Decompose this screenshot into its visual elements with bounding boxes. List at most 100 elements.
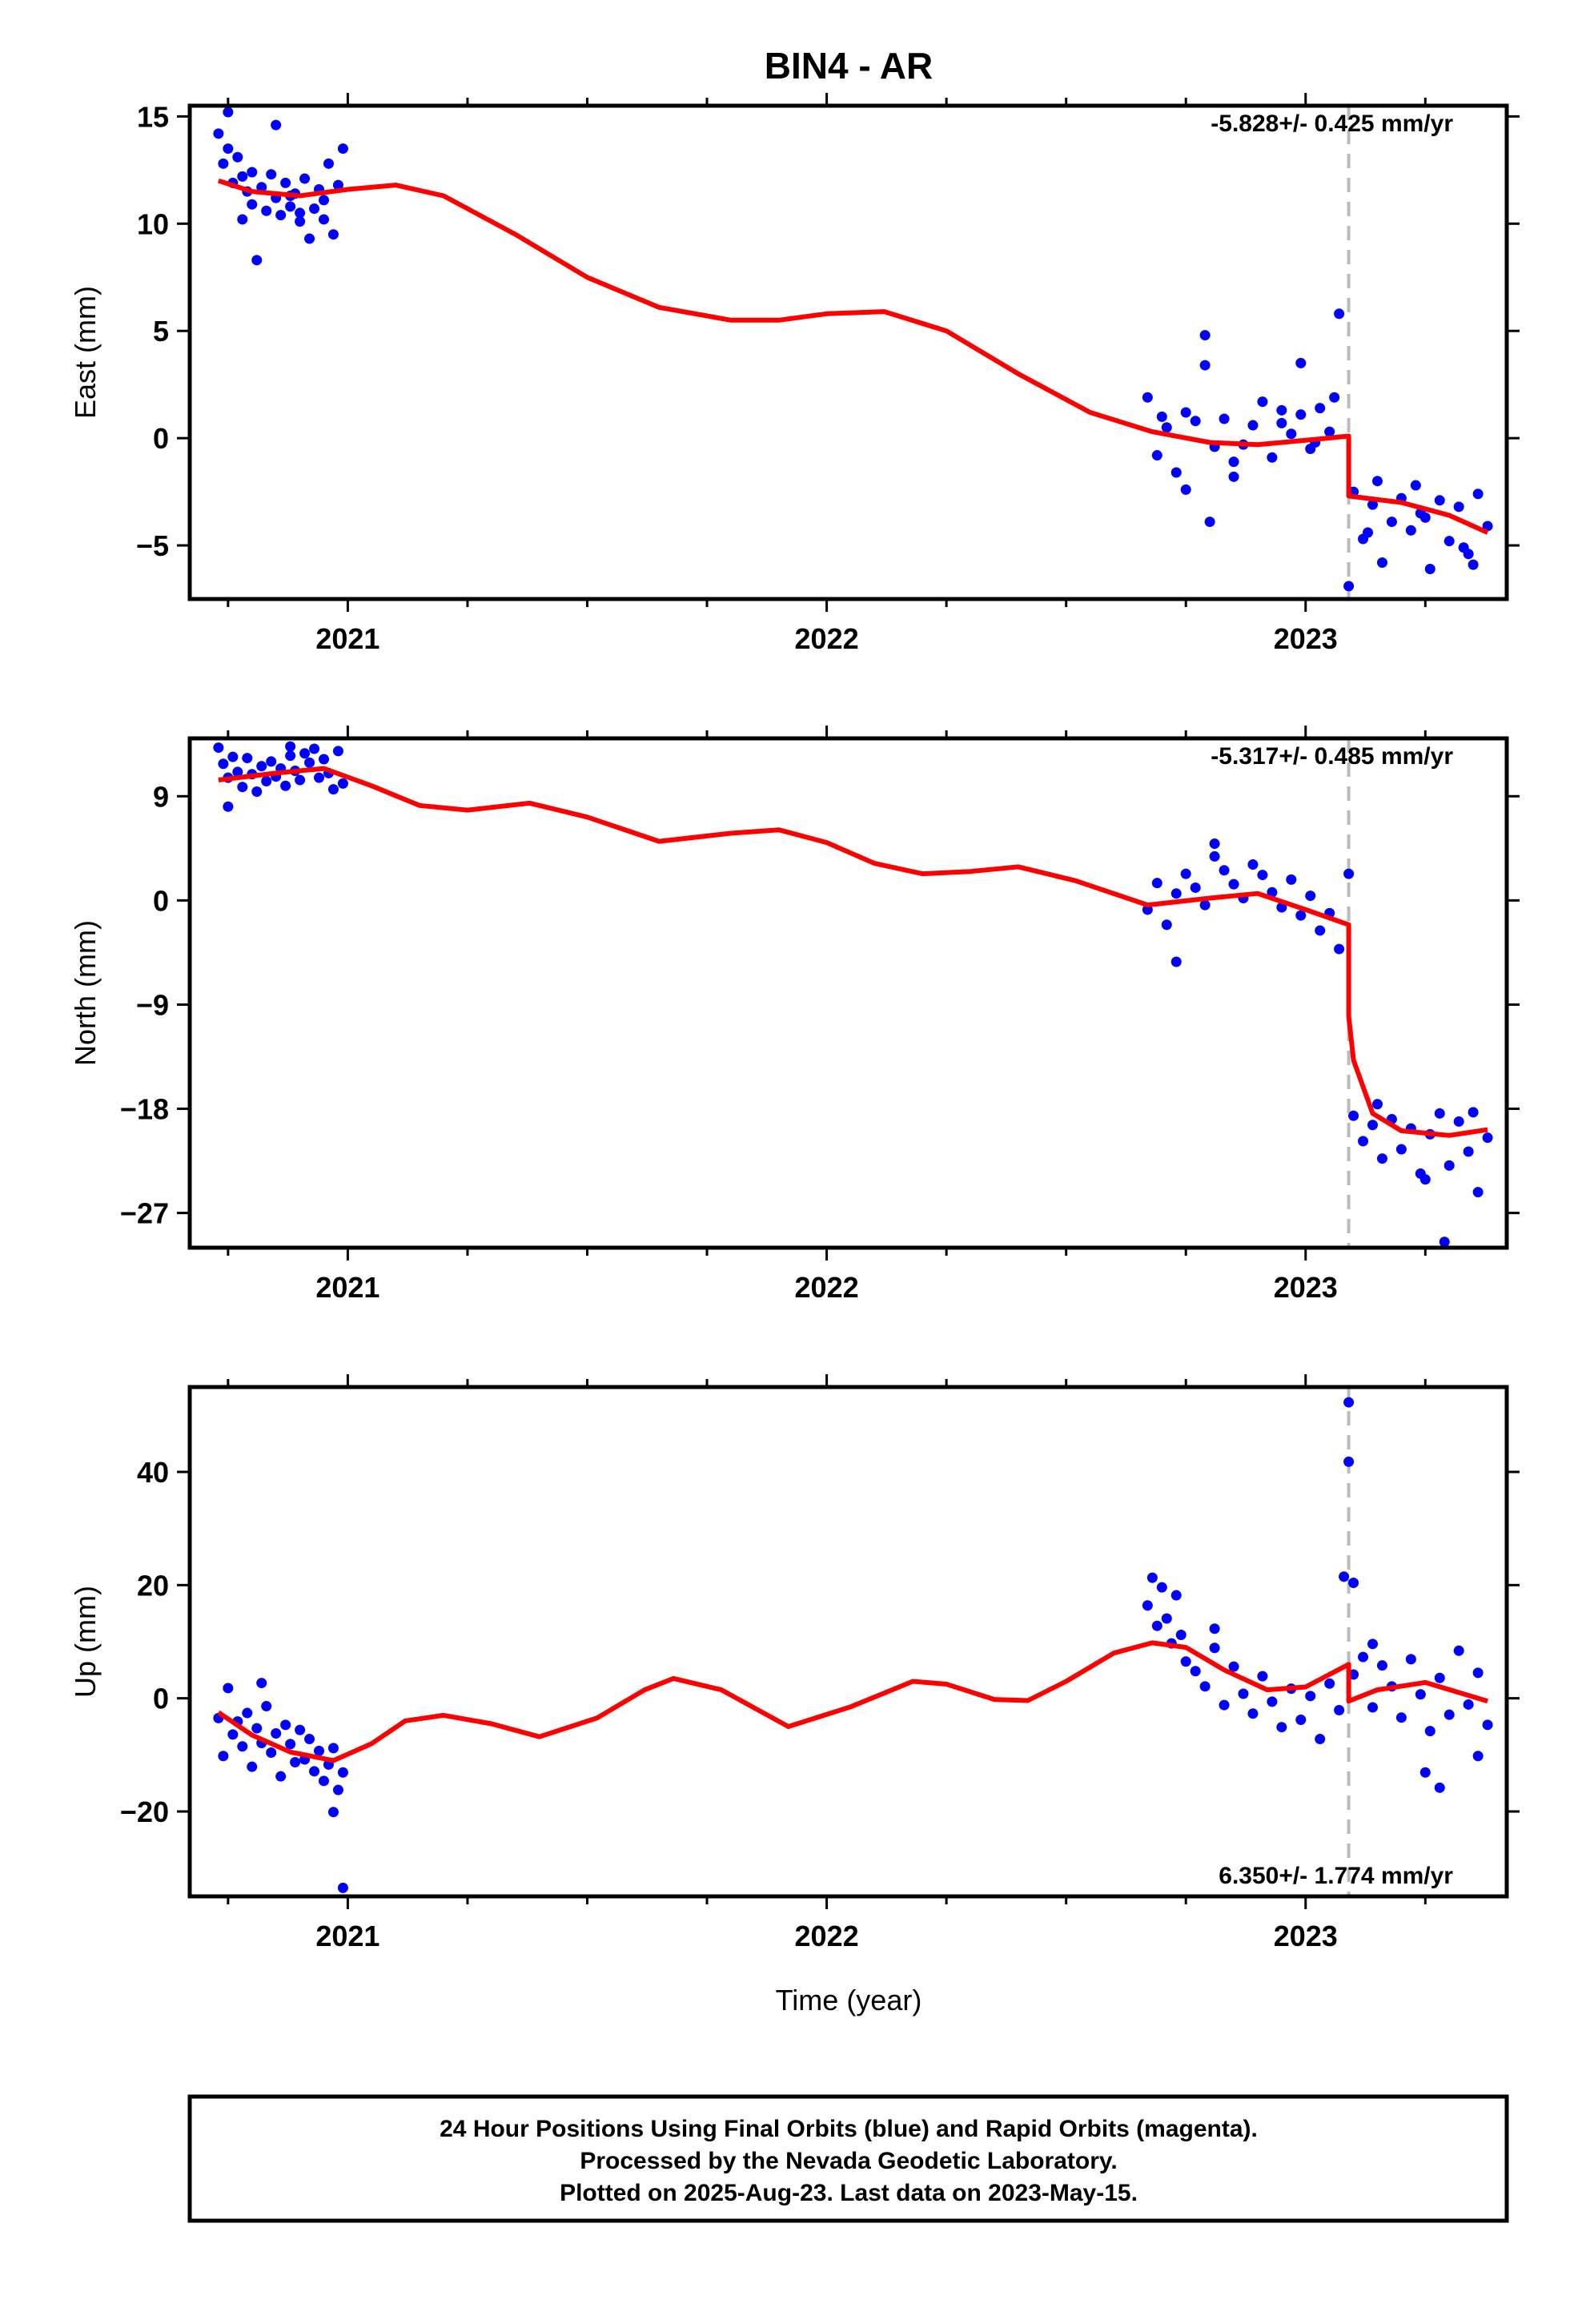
data-point (1219, 1699, 1230, 1711)
x-tick-label: 2023 (1274, 622, 1338, 655)
data-point (1472, 489, 1484, 500)
data-point (256, 761, 267, 772)
data-point (1295, 910, 1307, 921)
data-point (1343, 581, 1355, 592)
data-point (327, 784, 339, 795)
data-point (1228, 471, 1239, 482)
data-point (1324, 1678, 1335, 1689)
data-point (295, 216, 306, 227)
data-point (309, 743, 320, 754)
panel-2: 2021 2022 2023 −27 −18 −9 0 9 North (mm) -5.317+/… (69, 726, 1520, 1304)
data-point (266, 756, 277, 767)
data-point (1472, 1751, 1484, 1762)
data-point (1482, 1132, 1493, 1144)
data-point (1276, 1722, 1287, 1733)
data-point (1247, 859, 1259, 870)
data-point (237, 782, 248, 793)
data-point (1472, 1187, 1484, 1198)
y-axis-label: Up (mm) (69, 1586, 102, 1698)
data-point (1199, 899, 1211, 911)
data-point (1463, 1699, 1474, 1710)
footer-line-2: Processed by the Nevada Geodetic Laborat… (580, 2148, 1117, 2174)
model-line (217, 178, 1489, 535)
y-tick-label: 0 (153, 422, 169, 455)
data-point (1453, 1645, 1464, 1656)
data-point (1367, 1120, 1379, 1131)
rate-label: 6.350+/- 1.774 mm/yr (1219, 1863, 1453, 1889)
data-point (227, 751, 239, 762)
data-point (223, 801, 234, 812)
data-point (318, 214, 329, 225)
data-point (232, 766, 243, 778)
data-point (1463, 1146, 1474, 1157)
x-tick-label: 2023 (1274, 1920, 1338, 1952)
data-point (1247, 420, 1259, 431)
x-tick-label: 2022 (795, 1271, 859, 1304)
data-point (1151, 450, 1162, 461)
data-point (1315, 403, 1326, 414)
x-tick-label: 2022 (795, 1920, 859, 1952)
panel-3: 2021 2022 2023 −20 0 20 40 Up (mm) 6.350+/- 1.77… (69, 1374, 1520, 1952)
data-point (1209, 1623, 1220, 1634)
data-point (1376, 1660, 1387, 1671)
data-point (223, 107, 234, 118)
plot-frame (187, 1385, 1509, 1899)
data-point (213, 128, 224, 139)
x-axis-label: Time (year) (776, 1984, 922, 2016)
data-point (1142, 1600, 1153, 1611)
data-point (1434, 495, 1445, 506)
data-point (1228, 879, 1239, 890)
data-point (337, 143, 348, 155)
data-point (280, 177, 291, 188)
data-point (1267, 1696, 1278, 1707)
data-point (1257, 396, 1268, 408)
plot-frame (187, 736, 1509, 1250)
data-point (1334, 1705, 1345, 1716)
data-point (1276, 404, 1287, 416)
data-point (1386, 517, 1397, 528)
footer-line-1: 24 Hour Positions Using Final Orbits (bl… (440, 2116, 1258, 2142)
data-point (261, 1701, 272, 1712)
data-point (1190, 882, 1201, 893)
data-point (227, 1729, 239, 1740)
data-point (1395, 1144, 1407, 1155)
footer-line-3: Plotted on 2025-Aug-23. Last data on 202… (560, 2180, 1138, 2206)
data-point (266, 169, 277, 180)
chart-title: BIN4 - AR (765, 45, 933, 86)
data-point (1458, 542, 1469, 553)
data-point (314, 1745, 325, 1756)
data-point (223, 1683, 234, 1694)
data-point (1367, 1702, 1379, 1713)
y-tick-label: −9 (136, 988, 169, 1021)
data-point (232, 151, 243, 163)
data-point (213, 742, 224, 754)
data-point (256, 1678, 267, 1689)
y-tick-label: 10 (137, 207, 169, 240)
plot-frame (187, 103, 1509, 601)
data-point (251, 786, 263, 797)
data-point (1343, 868, 1355, 879)
data-point (1190, 1666, 1201, 1677)
data-point (1367, 1638, 1379, 1650)
data-point (1295, 409, 1307, 420)
data-point (1434, 1108, 1445, 1119)
y-axis-label: North (mm) (69, 920, 102, 1066)
data-point (299, 748, 311, 759)
data-point (1472, 1667, 1484, 1679)
data-point (304, 1734, 315, 1745)
x-tick-label: 2022 (795, 622, 859, 655)
data-point (1439, 1236, 1450, 1248)
data-point (1363, 527, 1374, 538)
data-point (1228, 1661, 1239, 1672)
data-point (1324, 426, 1335, 437)
data-point (1468, 1107, 1479, 1118)
data-point (1204, 517, 1215, 528)
data-point (1170, 888, 1182, 899)
data-point (318, 195, 329, 206)
data-point (299, 173, 311, 184)
data-point (327, 1743, 339, 1754)
y-tick-label: −5 (136, 529, 169, 562)
data-point (1199, 1681, 1211, 1692)
data-point (247, 199, 258, 210)
x-tick-label: 2021 (315, 1920, 379, 1952)
